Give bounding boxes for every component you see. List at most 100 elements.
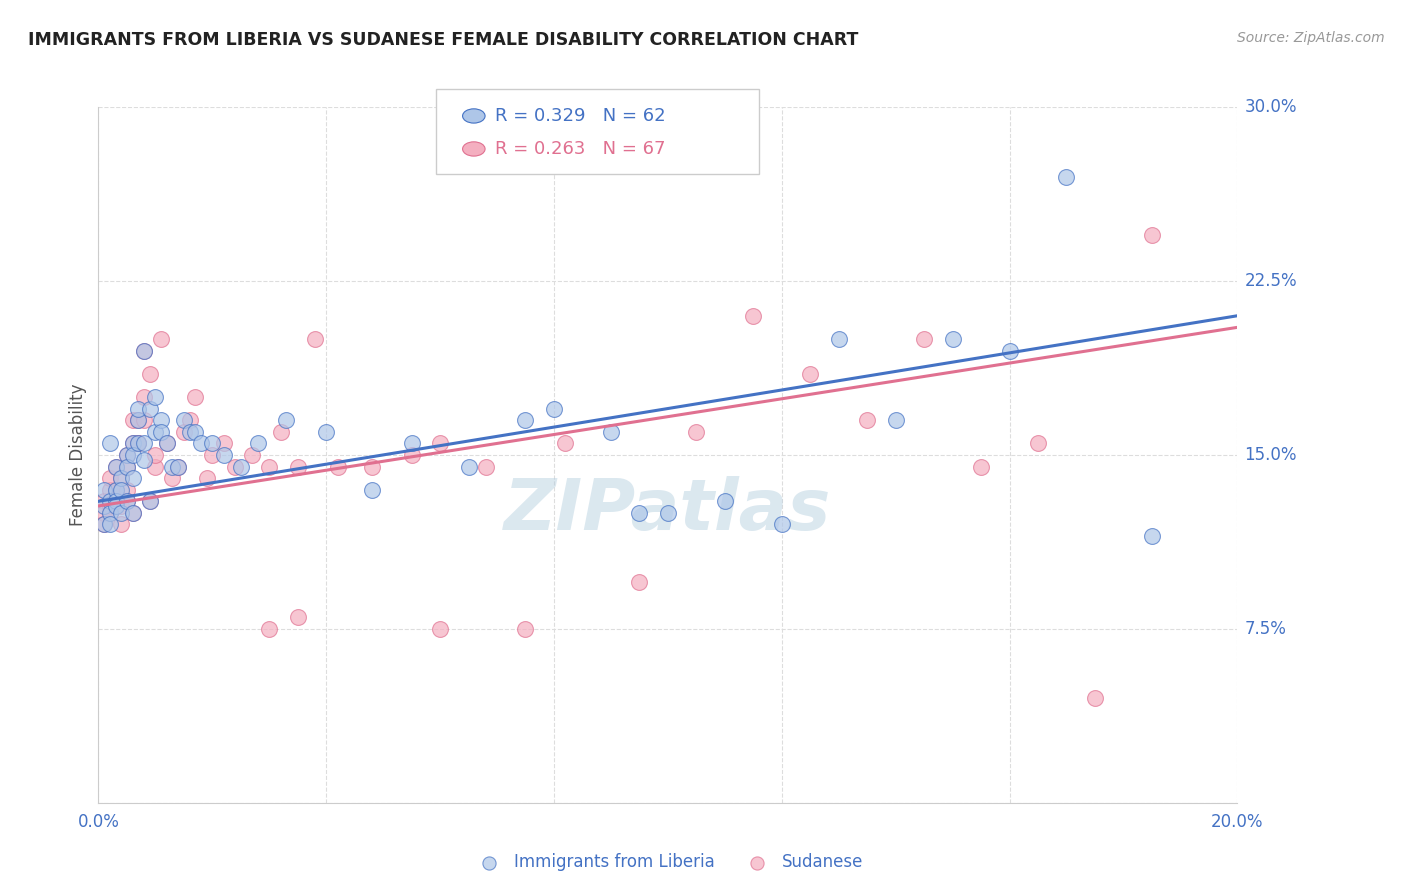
Point bbox=[474, 459, 496, 474]
Text: 30.0%: 30.0% bbox=[1244, 98, 1296, 116]
Point bbox=[201, 436, 224, 450]
Point bbox=[132, 452, 155, 467]
Point bbox=[287, 459, 309, 474]
Point bbox=[304, 332, 326, 346]
Point bbox=[104, 459, 127, 474]
Point bbox=[110, 499, 132, 513]
Legend: Immigrants from Liberia, Sudanese: Immigrants from Liberia, Sudanese bbox=[465, 847, 870, 878]
Point bbox=[184, 390, 207, 404]
Point bbox=[115, 448, 138, 462]
Point bbox=[856, 413, 879, 427]
Point bbox=[115, 494, 138, 508]
Point bbox=[326, 459, 349, 474]
Point bbox=[132, 343, 155, 358]
Point bbox=[121, 448, 143, 462]
Point bbox=[240, 448, 263, 462]
Point bbox=[162, 459, 184, 474]
Point bbox=[212, 448, 235, 462]
Point bbox=[138, 494, 160, 508]
Point bbox=[110, 506, 132, 520]
Point bbox=[657, 506, 679, 520]
Point bbox=[150, 332, 173, 346]
Point bbox=[1056, 169, 1078, 184]
Point bbox=[600, 425, 623, 439]
Point bbox=[127, 401, 149, 416]
Point bbox=[457, 459, 479, 474]
Point bbox=[121, 506, 143, 520]
Point bbox=[150, 413, 173, 427]
Point bbox=[942, 332, 965, 346]
Point bbox=[714, 494, 737, 508]
Text: Source: ZipAtlas.com: Source: ZipAtlas.com bbox=[1237, 31, 1385, 45]
Point bbox=[93, 483, 115, 497]
Point bbox=[515, 622, 537, 636]
Point bbox=[685, 425, 707, 439]
Point bbox=[179, 425, 201, 439]
Point bbox=[115, 483, 138, 497]
Point bbox=[132, 343, 155, 358]
Point bbox=[127, 436, 149, 450]
Point bbox=[98, 499, 121, 513]
Point bbox=[912, 332, 935, 346]
Point bbox=[132, 436, 155, 450]
Point bbox=[104, 494, 127, 508]
Point bbox=[121, 506, 143, 520]
Point bbox=[150, 425, 173, 439]
Point bbox=[156, 436, 179, 450]
Point bbox=[167, 459, 190, 474]
Point bbox=[115, 494, 138, 508]
Point bbox=[554, 436, 576, 450]
Point bbox=[110, 471, 132, 485]
Point bbox=[1026, 436, 1049, 450]
Point bbox=[156, 436, 179, 450]
Point bbox=[93, 499, 115, 513]
Point bbox=[138, 401, 160, 416]
Point bbox=[173, 413, 195, 427]
Point bbox=[259, 459, 281, 474]
Point bbox=[98, 506, 121, 520]
Point bbox=[173, 425, 195, 439]
Point bbox=[259, 622, 281, 636]
Point bbox=[360, 483, 382, 497]
Point bbox=[742, 309, 765, 323]
Y-axis label: Female Disability: Female Disability bbox=[69, 384, 87, 526]
Point bbox=[104, 494, 127, 508]
Point bbox=[93, 506, 115, 520]
Point bbox=[162, 471, 184, 485]
Point bbox=[543, 401, 565, 416]
Point bbox=[98, 483, 121, 497]
Point bbox=[628, 575, 651, 590]
Point bbox=[127, 436, 149, 450]
Point bbox=[127, 413, 149, 427]
Point bbox=[401, 448, 423, 462]
Point bbox=[115, 448, 138, 462]
Point bbox=[212, 436, 235, 450]
Point bbox=[179, 413, 201, 427]
Point bbox=[270, 425, 292, 439]
Point bbox=[360, 459, 382, 474]
Point bbox=[145, 390, 167, 404]
Point bbox=[138, 367, 160, 381]
Point bbox=[93, 517, 115, 532]
Point bbox=[195, 471, 218, 485]
Point bbox=[127, 413, 149, 427]
Point bbox=[127, 436, 149, 450]
Point bbox=[121, 436, 143, 450]
Point bbox=[429, 622, 451, 636]
Point bbox=[828, 332, 851, 346]
Point bbox=[98, 494, 121, 508]
Text: R = 0.329   N = 62: R = 0.329 N = 62 bbox=[495, 107, 665, 125]
Point bbox=[799, 367, 821, 381]
Point bbox=[145, 448, 167, 462]
Text: R = 0.263   N = 67: R = 0.263 N = 67 bbox=[495, 140, 665, 158]
Point bbox=[201, 448, 224, 462]
Point bbox=[1084, 691, 1107, 706]
Point bbox=[287, 610, 309, 624]
Text: IMMIGRANTS FROM LIBERIA VS SUDANESE FEMALE DISABILITY CORRELATION CHART: IMMIGRANTS FROM LIBERIA VS SUDANESE FEMA… bbox=[28, 31, 859, 49]
Point bbox=[110, 483, 132, 497]
Point bbox=[1140, 529, 1163, 543]
Point bbox=[93, 494, 115, 508]
Point bbox=[1140, 227, 1163, 242]
Point bbox=[229, 459, 252, 474]
Point bbox=[93, 517, 115, 532]
